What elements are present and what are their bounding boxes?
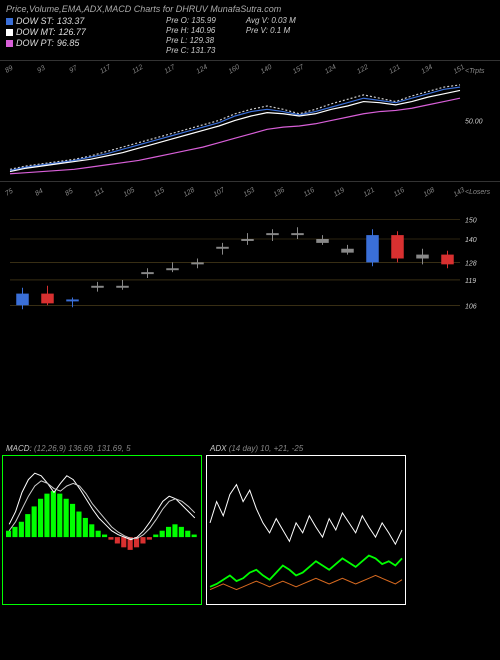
- info-columns: Pre O: 135.99 Pre H: 140.96 Pre L: 129.3…: [166, 16, 296, 56]
- svg-text:107: 107: [212, 186, 227, 198]
- svg-text:140: 140: [465, 237, 477, 244]
- svg-text:106: 106: [465, 303, 477, 310]
- info-col-vol: Avg V: 0.03 M Pre V: 0.1 M: [246, 16, 296, 56]
- avg-v: Avg V: 0.03 M: [246, 16, 296, 25]
- svg-text:124: 124: [324, 64, 338, 76]
- macd-label: MACD:: [6, 444, 32, 453]
- candle-chart-svg: 75 84 85 111 105 115 128 107 153 136 116 119 121 116 1…: [0, 182, 500, 322]
- macd-params: (12,26,9) 136.69, 131.69, 5: [34, 444, 131, 453]
- svg-text:115: 115: [153, 187, 166, 199]
- label-st: DOW ST:: [16, 16, 54, 26]
- svg-text:121: 121: [362, 187, 376, 199]
- svg-text:<Trpts: <Trpts: [465, 68, 485, 75]
- swatch-pt: [6, 40, 13, 47]
- svg-text:157: 157: [292, 63, 307, 75]
- swatch-st: [6, 18, 13, 25]
- svg-text:122: 122: [356, 64, 370, 76]
- svg-text:117: 117: [99, 63, 113, 75]
- svg-text:117: 117: [163, 63, 177, 75]
- legend-dow-mt: DOW MT: 126.77: [6, 27, 146, 37]
- macd-header: MACD: (12,26,9) 136.69, 131.69, 5: [2, 442, 202, 455]
- legend-dow-st: DOW ST: 133.37: [6, 16, 146, 26]
- info-col-pre: Pre O: 135.99 Pre H: 140.96 Pre L: 129.3…: [166, 16, 216, 56]
- svg-text:105: 105: [122, 187, 136, 199]
- svg-text:50.00: 50.00: [465, 118, 483, 125]
- adx-label: ADX: [210, 444, 226, 453]
- legend-row: DOW ST: 133.37 DOW MT: 126.77 DOW PT: 96…: [6, 16, 494, 56]
- indicator-row: MACD: (12,26,9) 136.69, 131.69, 5 ADX (1…: [0, 442, 500, 607]
- svg-text:160: 160: [227, 64, 241, 76]
- price-chart-svg: 8993971171121171241601401571241221211341…: [0, 61, 500, 181]
- svg-text:93: 93: [36, 65, 46, 75]
- svg-text:119: 119: [333, 187, 346, 199]
- svg-text:89: 89: [4, 65, 14, 75]
- adx-params: (14 day) 10, +21, -25: [229, 444, 304, 453]
- svg-text:111: 111: [93, 187, 106, 198]
- svg-text:140: 140: [260, 64, 274, 76]
- pre-l: Pre L: 129.38: [166, 36, 216, 45]
- label-mt: DOW MT:: [16, 27, 55, 37]
- adx-chart-svg: [206, 455, 406, 605]
- legend-dow-pt: DOW PT: 96.85: [6, 38, 146, 48]
- svg-text:116: 116: [393, 187, 406, 199]
- price-panel: 8993971171121171241601401571241221211341…: [0, 60, 500, 181]
- svg-text:134: 134: [420, 64, 434, 76]
- candle-panel: 75 84 85 111 105 115 128 107 153 136 116 119 121 116 1…: [0, 181, 500, 322]
- svg-text:108: 108: [422, 187, 436, 199]
- pre-o: Pre O: 135.99: [166, 16, 216, 25]
- svg-text:119: 119: [465, 278, 476, 285]
- dow-legend: DOW ST: 133.37 DOW MT: 126.77 DOW PT: 96…: [6, 16, 146, 56]
- spacer: [0, 322, 500, 442]
- chart-header: Price,Volume,EMA,ADX,MACD Charts for DHR…: [0, 0, 500, 60]
- svg-text:85: 85: [64, 188, 74, 198]
- value-pt: 96.85: [57, 38, 80, 48]
- svg-text:121: 121: [388, 64, 402, 76]
- chart-title: Price,Volume,EMA,ADX,MACD Charts for DHR…: [6, 4, 494, 14]
- svg-text:116: 116: [303, 187, 316, 199]
- pre-v: Pre V: 0.1 M: [246, 26, 296, 35]
- svg-text:128: 128: [465, 260, 477, 267]
- value-st: 133.37: [57, 16, 85, 26]
- svg-text:153: 153: [242, 187, 256, 199]
- adx-header: ADX (14 day) 10, +21, -25: [206, 442, 406, 455]
- adx-panel: ADX (14 day) 10, +21, -25: [206, 442, 406, 607]
- svg-text:75: 75: [4, 188, 14, 198]
- svg-text:112: 112: [131, 64, 144, 76]
- svg-text:<Losers: <Losers: [465, 189, 491, 196]
- macd-chart-svg: [2, 455, 202, 605]
- pre-h: Pre H: 140.96: [166, 26, 216, 35]
- svg-text:97: 97: [68, 64, 79, 75]
- svg-text:84: 84: [34, 188, 44, 198]
- svg-text:150: 150: [465, 218, 477, 225]
- macd-panel: MACD: (12,26,9) 136.69, 131.69, 5: [2, 442, 202, 607]
- pre-c: Pre C: 131.73: [166, 46, 216, 55]
- value-mt: 126.77: [58, 27, 86, 37]
- svg-text:128: 128: [182, 187, 196, 199]
- svg-text:124: 124: [195, 64, 209, 76]
- swatch-mt: [6, 29, 13, 36]
- label-pt: DOW PT:: [16, 38, 54, 48]
- svg-text:136: 136: [272, 187, 286, 199]
